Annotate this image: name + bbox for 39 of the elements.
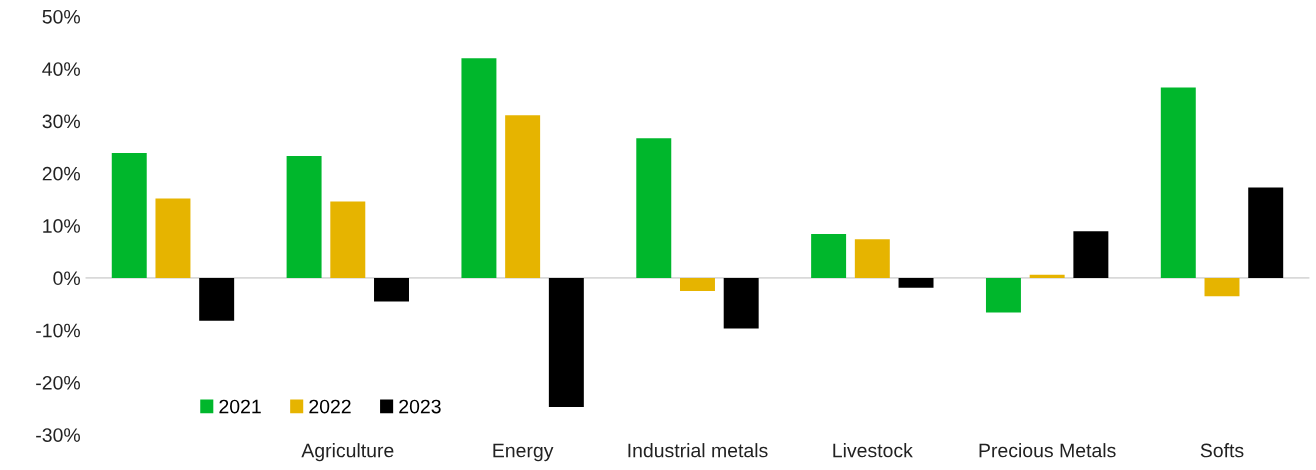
x-tick-label: Agriculture xyxy=(301,443,394,462)
legend-label: 2021 xyxy=(219,399,261,414)
y-tick-label: -10% xyxy=(36,323,80,338)
bar xyxy=(548,277,584,408)
y-tick-label: 0% xyxy=(53,271,80,286)
bar xyxy=(1204,277,1240,297)
bar xyxy=(811,233,847,278)
y-tick-label: 50% xyxy=(42,9,80,24)
x-tick-label: Energy xyxy=(493,443,554,462)
bar xyxy=(1029,274,1065,278)
y-tick-label: -20% xyxy=(36,375,80,390)
bar xyxy=(505,115,541,278)
y-tick-label: 30% xyxy=(42,114,80,129)
bar xyxy=(636,138,672,278)
bar xyxy=(1160,87,1196,278)
y-tick-label: 40% xyxy=(42,62,80,76)
bar xyxy=(680,277,715,291)
bar xyxy=(286,156,322,278)
bar xyxy=(854,239,890,278)
x-tick-label: Livestock xyxy=(833,443,913,458)
bar xyxy=(155,198,191,278)
bar xyxy=(898,277,934,288)
x-tick-label: Precious Metals xyxy=(979,443,1116,458)
y-tick-label: 20% xyxy=(42,166,80,181)
bar xyxy=(330,201,366,278)
bar xyxy=(1248,187,1284,278)
bar xyxy=(461,58,497,278)
bar xyxy=(374,277,409,302)
bar xyxy=(723,277,759,329)
bar xyxy=(199,277,235,321)
legend-label: 2022 xyxy=(309,399,351,414)
x-tick-label: Softs xyxy=(1200,443,1244,458)
legend-label: 2023 xyxy=(399,399,441,414)
x-tick-label: Industrial metals xyxy=(628,443,768,458)
bar xyxy=(1073,231,1109,278)
bar xyxy=(111,152,147,278)
bar xyxy=(985,277,1021,313)
y-tick-label: -30% xyxy=(36,428,80,442)
y-tick-label: 10% xyxy=(43,219,80,233)
